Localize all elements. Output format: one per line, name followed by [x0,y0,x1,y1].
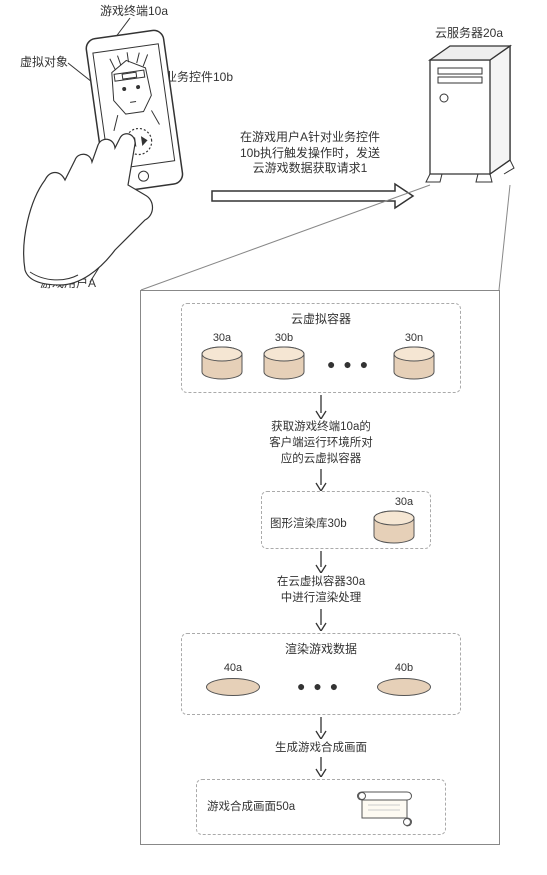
step1-text: 获取游戏终端10a的 客户端运行环境所对 应的云虚拟容器 [251,419,391,467]
render-lib-label: 图形渲染库30b [270,517,347,532]
flow-arrow-icon [313,395,329,419]
selected-container-label: 30a [384,496,424,508]
render-data-title: 渲染游戏数据 [182,640,460,657]
cylinder-icon [262,346,306,382]
composite-title: 游戏合成画面50a [207,800,295,815]
composite-box: 游戏合成画面50a [196,779,446,835]
server-detail-panel: 云虚拟容器 30a 30b ● ● ● 30n 获取游戏终端10a的 客户端运行… [140,290,500,845]
cylinder-label: 30b [264,332,304,344]
step3-text: 生成游戏合成画面 [261,740,381,756]
cylinder-label: 30n [394,332,434,344]
step2-text: 在云虚拟容器30a 中进行渲染处理 [261,574,381,606]
cylinder-icon [200,346,244,382]
cylinder-label: 30a [202,332,242,344]
container-box: 云虚拟容器 30a 30b ● ● ● 30n [181,303,461,393]
render-ellipse [206,678,260,696]
flow-arrow-icon [313,757,329,777]
render-item-label: 40b [384,662,424,674]
container-box-title: 云虚拟容器 [182,310,460,327]
selected-container-box: 30a 图形渲染库30b [261,491,431,549]
ellipsis-dots: ● ● ● [297,678,340,694]
scroll-icon [352,786,422,832]
render-ellipse [377,678,431,696]
flow-arrow-icon [313,469,329,491]
flow-arrow-icon [313,717,329,739]
render-data-box: 渲染游戏数据 40a ● ● ● 40b [181,633,461,715]
guide-lines [0,0,547,320]
cylinder-icon [372,510,416,546]
cylinder-icon [392,346,436,382]
render-item-label: 40a [213,662,253,674]
flow-arrow-icon [313,551,329,573]
flow-arrow-icon [313,609,329,631]
ellipsis-dots: ● ● ● [327,356,370,372]
